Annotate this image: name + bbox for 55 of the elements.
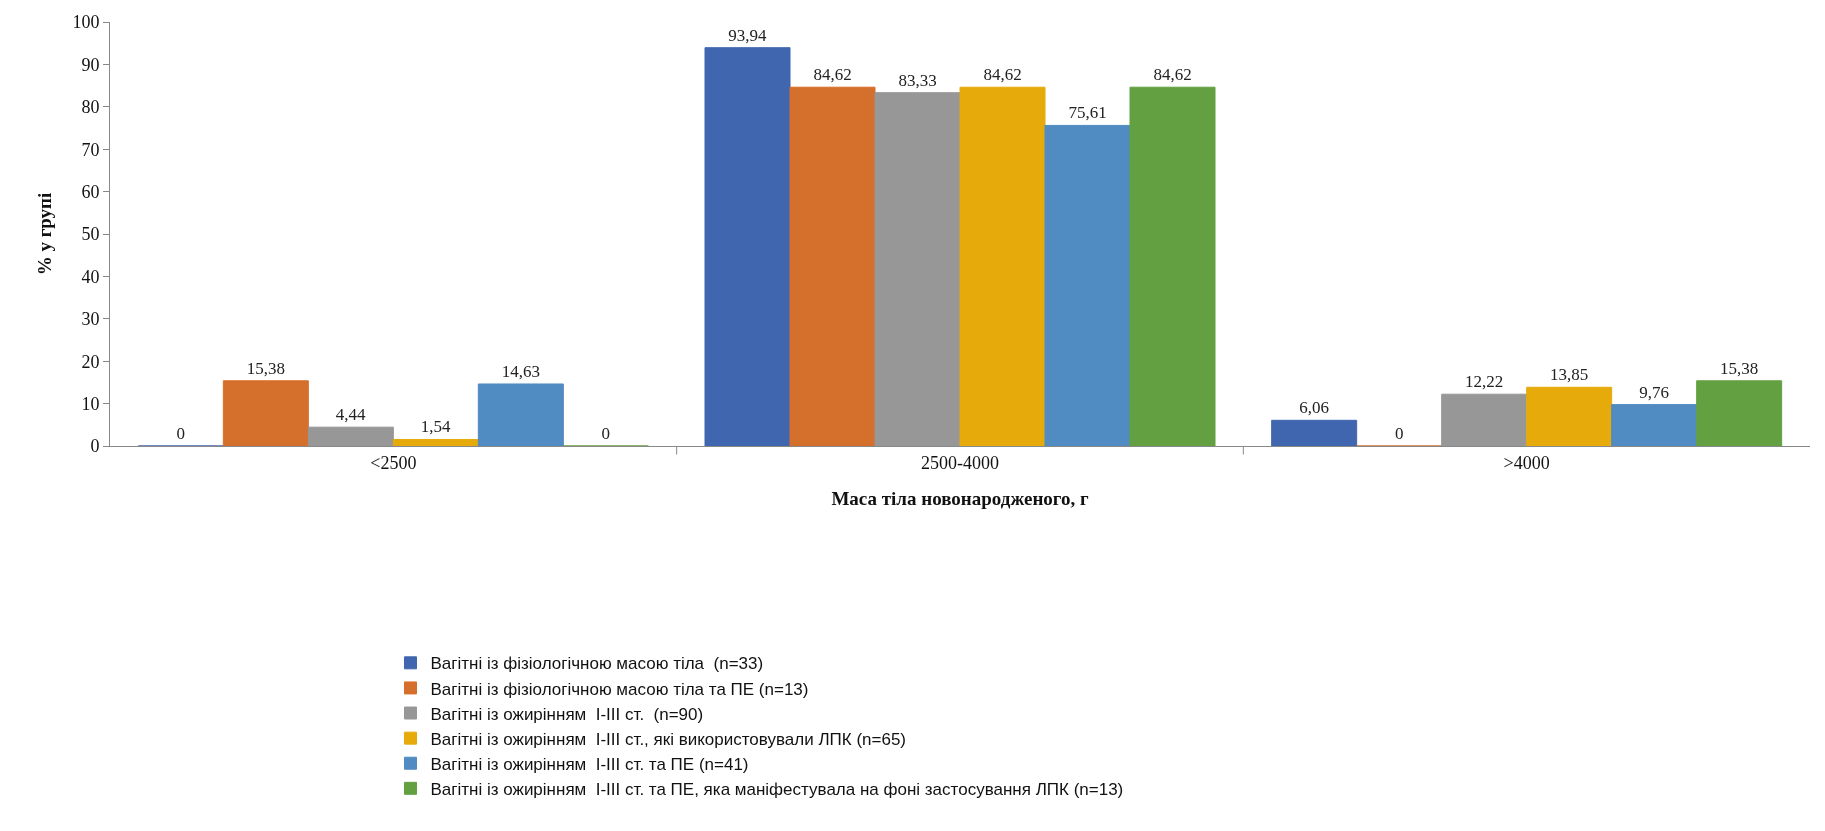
y-tick-label: 100: [72, 12, 100, 33]
bar: [1271, 419, 1358, 446]
data-label: 14,63: [501, 361, 540, 381]
data-label: 6,06: [1299, 398, 1330, 418]
data-label: 4,44: [335, 405, 366, 425]
legend-label: Вагітні із ожирінням І-ІІІ ст. (n=90): [430, 704, 704, 724]
bar: [1611, 404, 1698, 446]
bar: [959, 86, 1046, 446]
data-label: 12,22: [1465, 372, 1504, 392]
bar: [1129, 86, 1216, 446]
data-label: 84,62: [813, 65, 852, 85]
data-label: 15,38: [1720, 358, 1759, 378]
y-tick-label: 0: [90, 436, 100, 457]
data-label: 15,38: [246, 358, 285, 378]
y-axis-title: % у групі: [34, 192, 56, 276]
legend-label: Вагітні із фізіологічною масою тіла (n=33): [430, 654, 764, 674]
legend-label: Вагітні із ожирінням І-ІІІ ст. та ПЕ, яка маніфестувала на фоні застосування ЛПК (n=13): [430, 779, 1124, 799]
bar: [704, 47, 791, 446]
data-label: 0: [601, 424, 611, 443]
bar: [1441, 393, 1528, 446]
data-label: 83,33: [898, 70, 937, 90]
y-tick-label: 50: [81, 224, 100, 245]
bar: [392, 438, 479, 446]
data-label: 0: [1394, 424, 1404, 443]
data-label: 84,62: [983, 65, 1022, 85]
x-tick-label: <2500: [370, 452, 417, 473]
y-tick-label: 20: [81, 351, 100, 372]
y-tick-label: 30: [81, 309, 100, 330]
y-tick-label: 80: [81, 97, 100, 118]
bar: [1526, 386, 1613, 446]
y-tick-label: 10: [81, 393, 100, 414]
x-tick-label: >4000: [1503, 452, 1550, 473]
x-axis-title: Маса тіла новонародженого, г: [831, 488, 1089, 510]
legend-label: Вагітні із фізіологічною масою тіла та ПЕ (n=13): [430, 679, 809, 699]
legend-label: Вагітні із ожирінням І-ІІІ ст., які використовували ЛПК (n=65): [430, 729, 907, 749]
bar: [1044, 124, 1131, 446]
bar: [307, 426, 394, 446]
data-label: 93,94: [728, 25, 767, 45]
data-label: 9,76: [1639, 382, 1670, 402]
y-tick-label: 90: [81, 54, 100, 75]
y-tick-label: 70: [81, 139, 100, 160]
bar: [874, 92, 961, 446]
data-label: 75,61: [1068, 103, 1107, 123]
bar: [477, 383, 564, 446]
bar: [789, 86, 876, 446]
y-tick-label: 60: [81, 181, 100, 202]
data-label: 1,54: [420, 417, 451, 437]
x-tick-label: 2500-4000: [921, 452, 999, 473]
bar: [1696, 380, 1783, 446]
data-label: 84,62: [1153, 65, 1192, 85]
legend-label: Вагітні із ожирінням І-ІІІ ст. та ПЕ (n=41): [430, 754, 749, 774]
y-tick-label: 40: [81, 266, 100, 287]
data-label: 0: [176, 424, 186, 443]
data-label: 13,85: [1550, 365, 1589, 385]
bar: [222, 380, 309, 446]
